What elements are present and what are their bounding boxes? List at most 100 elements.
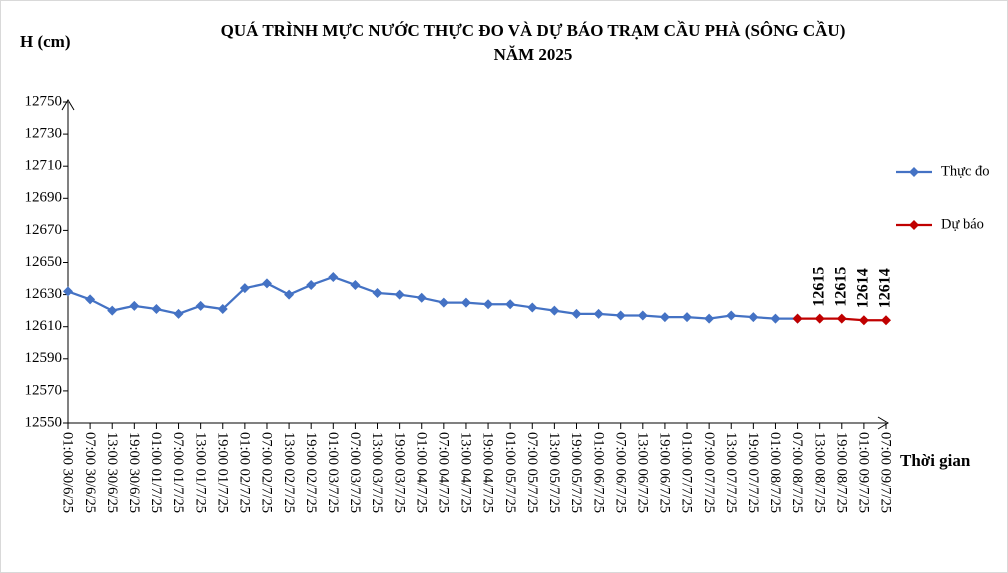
x-tick-label: 01:00 08/7/25 <box>767 432 783 513</box>
series-marker <box>748 312 759 323</box>
x-tick-label: 19:00 04/7/25 <box>480 432 496 513</box>
x-tick-label: 19:00 01/7/25 <box>214 432 230 513</box>
x-tick-label: 13:00 05/7/25 <box>546 432 562 513</box>
x-tick-label: 01:00 30/6/25 <box>60 432 76 513</box>
x-tick-label: 07:00 04/7/25 <box>436 432 452 513</box>
series-marker <box>726 310 737 321</box>
series-line <box>67 275 798 320</box>
series-marker <box>173 308 184 319</box>
series-marker <box>416 292 427 303</box>
x-tick-label: 07:00 02/7/25 <box>259 432 275 513</box>
series-marker <box>682 312 693 323</box>
series-marker <box>858 315 869 326</box>
series-marker <box>571 308 582 319</box>
series-marker <box>328 271 339 282</box>
y-tick-label: 12690 <box>25 190 63 206</box>
y-tick-label: 12730 <box>25 126 63 142</box>
series-marker <box>704 313 715 324</box>
series-marker <box>151 304 162 315</box>
series-marker <box>438 297 449 308</box>
series-marker <box>881 315 891 326</box>
series-marker <box>261 278 272 289</box>
x-tick-label: 19:00 30/6/25 <box>126 432 142 513</box>
x-tick-label: 07:00 30/6/25 <box>82 432 98 513</box>
x-tick-label: 01:00 09/7/25 <box>856 432 872 513</box>
y-tick-label: 12630 <box>25 286 63 302</box>
y-tick-label: 12650 <box>25 254 63 270</box>
series-marker <box>659 312 670 323</box>
x-tick-label: 07:00 08/7/25 <box>789 432 805 513</box>
x-tick-label: 01:00 03/7/25 <box>325 432 341 513</box>
x-tick-label: 13:00 08/7/25 <box>811 432 827 513</box>
x-tick-label: 01:00 01/7/25 <box>148 432 164 513</box>
series-marker <box>770 313 781 324</box>
data-label: 12614 <box>877 268 894 308</box>
series-marker <box>306 279 317 290</box>
series-marker <box>394 289 405 300</box>
x-tick-label: 13:00 03/7/25 <box>369 432 385 513</box>
x-tick-label: 01:00 07/7/25 <box>679 432 695 513</box>
y-tick-label: 12590 <box>25 350 63 366</box>
x-tick-label: 19:00 05/7/25 <box>568 432 584 513</box>
x-tick-label: 07:00 05/7/25 <box>524 432 540 513</box>
y-tick-label: 12570 <box>25 382 63 398</box>
legend-label: Thực đo <box>941 163 990 179</box>
x-tick-label: 13:00 04/7/25 <box>458 432 474 513</box>
y-axis-arrow <box>61 99 75 111</box>
series-marker <box>836 313 847 324</box>
legend-marker <box>909 167 919 177</box>
series-marker <box>549 305 560 316</box>
series-marker <box>63 286 73 297</box>
series-marker <box>505 299 516 310</box>
series-marker <box>372 287 383 298</box>
series-marker <box>350 279 361 290</box>
chart-title: NĂM 2025 <box>494 45 573 64</box>
x-tick-label: 13:00 06/7/25 <box>634 432 650 513</box>
series-marker <box>217 304 228 315</box>
y-tick-label: 12710 <box>25 158 63 174</box>
x-axis-label: Thời gian <box>900 451 971 470</box>
series-marker <box>814 313 825 324</box>
data-label: 12615 <box>832 267 849 307</box>
series-marker <box>593 308 604 319</box>
x-tick-label: 19:00 03/7/25 <box>391 432 407 513</box>
series-marker <box>792 313 803 324</box>
series-marker <box>284 289 295 300</box>
x-tick-label: 07:00 06/7/25 <box>612 432 628 513</box>
x-tick-label: 07:00 07/7/25 <box>701 432 717 513</box>
series-marker <box>239 283 250 294</box>
series-marker <box>615 310 626 321</box>
x-tick-label: 13:00 07/7/25 <box>723 432 739 513</box>
x-tick-label: 13:00 02/7/25 <box>281 432 297 513</box>
x-tick-label: 01:00 05/7/25 <box>502 432 518 513</box>
x-tick-label: 01:00 06/7/25 <box>590 432 606 513</box>
x-tick-label: 01:00 02/7/25 <box>237 432 253 513</box>
chart-title: QUÁ TRÌNH MỰC NƯỚC THỰC ĐO VÀ DỰ BÁO TRẠ… <box>221 21 846 40</box>
y-tick-label: 12750 <box>25 93 63 109</box>
series-marker <box>460 297 471 308</box>
series-marker <box>483 299 494 310</box>
x-tick-label: 07:00 01/7/25 <box>170 432 186 513</box>
y-tick-label: 12670 <box>25 222 63 238</box>
series-marker <box>195 300 206 311</box>
y-tick-label: 12550 <box>25 414 63 430</box>
legend-marker <box>909 220 919 230</box>
legend-label: Dự báo <box>941 216 984 232</box>
x-tick-label: 19:00 08/7/25 <box>833 432 849 513</box>
data-label: 12615 <box>810 267 827 307</box>
series-marker <box>85 294 96 305</box>
x-axis-arrow <box>877 416 889 430</box>
x-tick-label: 13:00 30/6/25 <box>104 432 120 513</box>
series-marker <box>637 310 648 321</box>
x-tick-label: 13:00 01/7/25 <box>192 432 208 513</box>
series-marker <box>107 305 118 316</box>
y-axis-label: H (cm) <box>20 32 71 51</box>
x-tick-label: 19:00 06/7/25 <box>657 432 673 513</box>
x-tick-label: 07:00 09/7/25 <box>878 432 894 513</box>
x-tick-label: 01:00 04/7/25 <box>413 432 429 513</box>
x-tick-label: 19:00 02/7/25 <box>303 432 319 513</box>
data-label: 12614 <box>855 268 872 308</box>
y-tick-label: 12610 <box>25 318 63 334</box>
